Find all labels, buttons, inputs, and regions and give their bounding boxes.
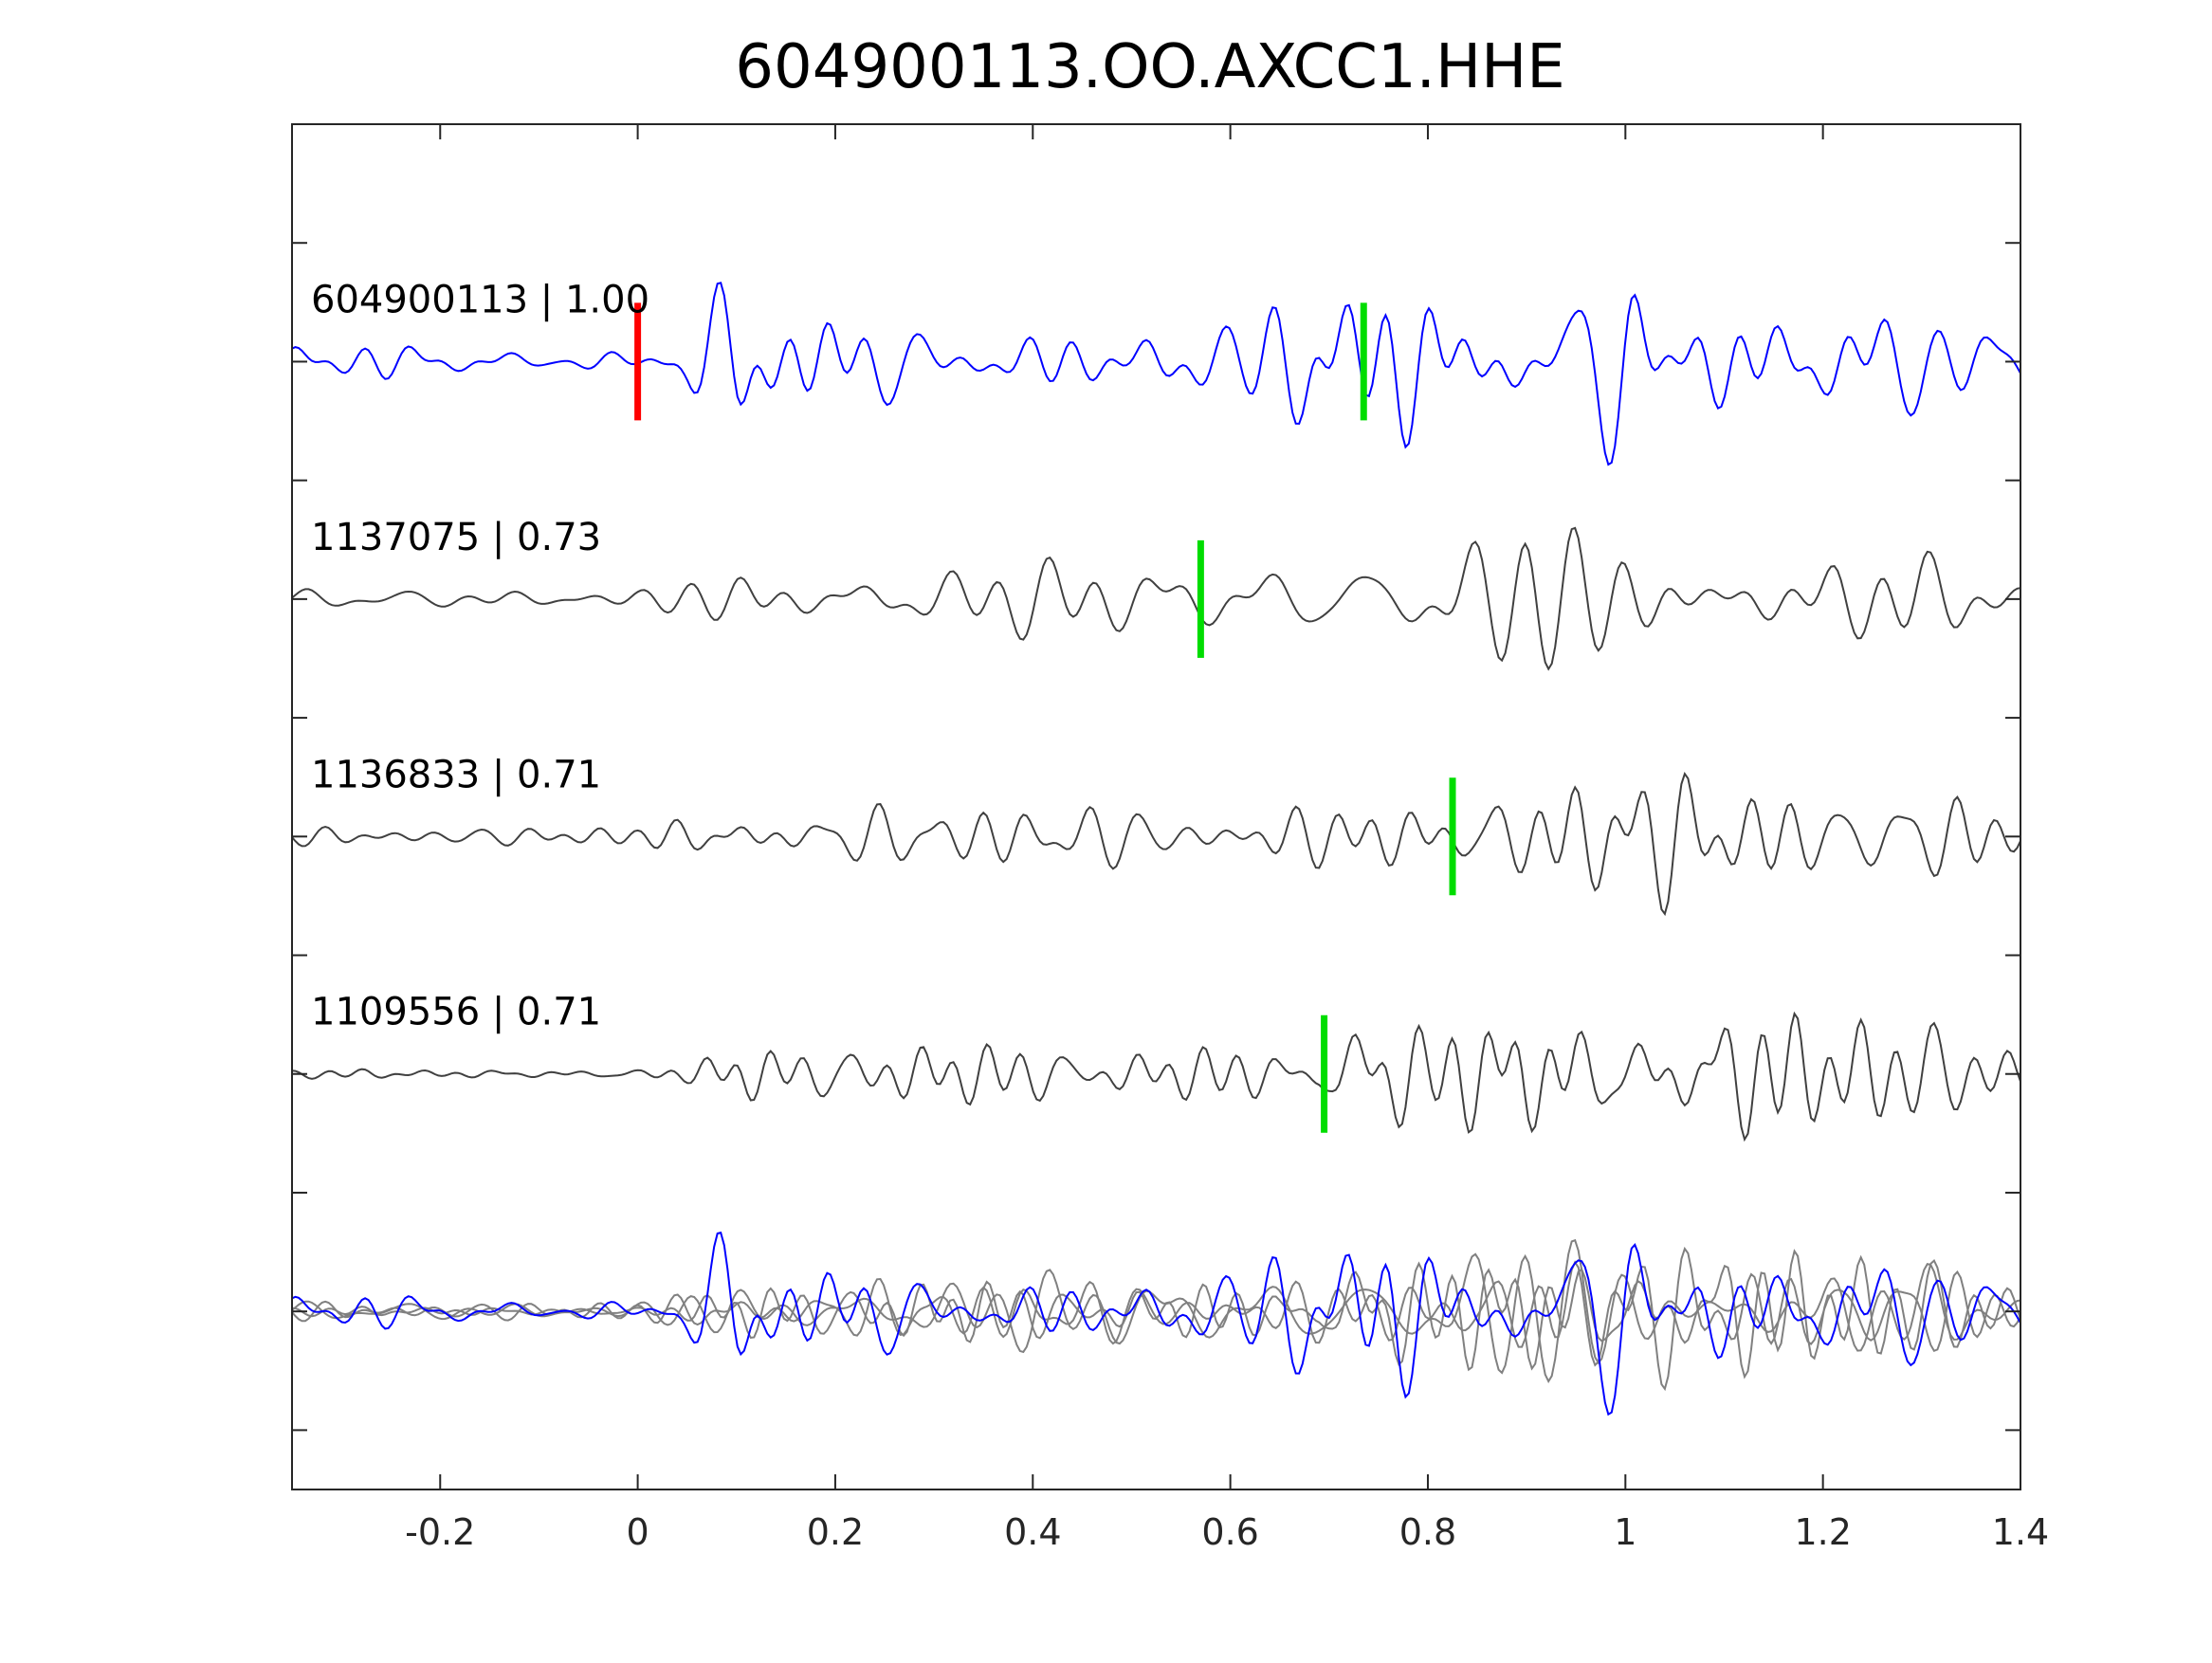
trace-label-3: 1136833 | 0.71 [311, 753, 601, 796]
traces-layer [291, 282, 2021, 1416]
x-tick-label: 0.6 [1201, 1511, 1258, 1553]
x-tick-label: 0.2 [807, 1511, 864, 1553]
trace-label-4: 1109556 | 0.71 [311, 991, 601, 1034]
trace-label-1: 604900113 | 1.00 [311, 278, 649, 321]
x-tick-label: 1.2 [1794, 1511, 1851, 1553]
labels-layer: 604900113 | 1.00 1137075 | 0.73 1136833 | … [311, 278, 649, 1033]
x-tick-label: 1.4 [1992, 1511, 2049, 1553]
axes-box [291, 123, 2021, 1490]
x-tick-label: 0 [627, 1511, 649, 1553]
trace-label-2: 1137075 | 0.73 [311, 516, 601, 559]
trace-line-1 [291, 282, 2021, 466]
overlay-reference-line [291, 1231, 2021, 1416]
x-tick-label: 0.4 [1004, 1511, 1061, 1553]
x-tick-label: 0.8 [1399, 1511, 1456, 1553]
trace-line-2 [291, 526, 2021, 671]
trace-line-4 [291, 1011, 2021, 1142]
ticks-layer: -0.2 0 0.2 0.4 0.6 0.8 1 1.2 1.4 [292, 124, 2049, 1553]
trace-line-3 [291, 772, 2021, 917]
overlay-template-line [291, 1249, 2021, 1380]
chart-title: 604900113.OO.AXCC1.HHE [735, 32, 1564, 102]
picks-layer [634, 302, 1456, 1133]
x-tick-label: -0.2 [405, 1511, 475, 1553]
x-tick-label: 1 [1614, 1511, 1636, 1553]
